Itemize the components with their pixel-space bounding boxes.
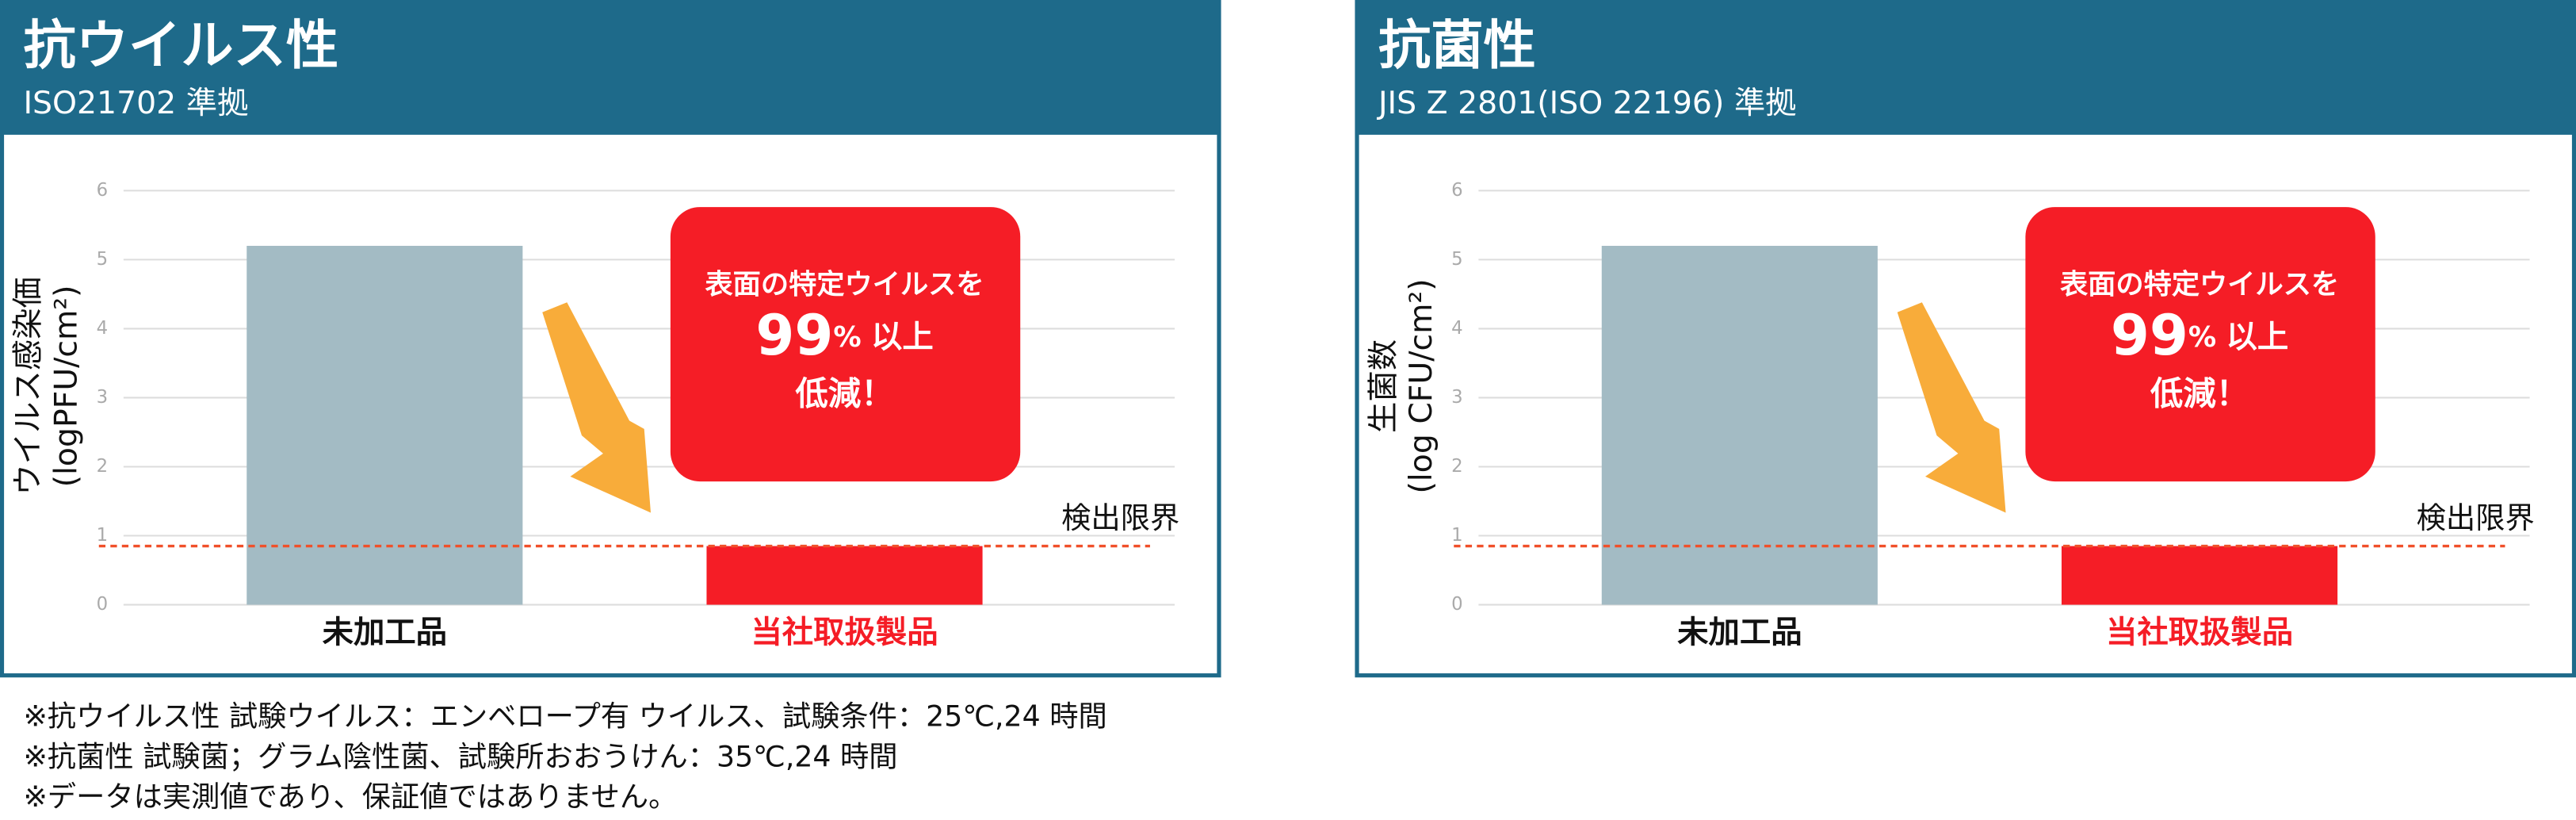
y-tick-label: 1	[1451, 525, 1462, 546]
y-tick-label: 4	[97, 318, 109, 339]
bar	[247, 245, 523, 605]
panel-header	[1355, 0, 2576, 135]
y-tick-label: 6	[97, 180, 109, 201]
y-axis-label-line: ウイルス感染価	[10, 277, 46, 496]
callout-percent: 99	[755, 302, 833, 367]
callout-percent: 99	[2111, 302, 2188, 367]
y-axis-label-line: (logPFU/cm²)	[48, 285, 84, 487]
y-tick-label: 3	[1451, 387, 1462, 408]
callout-middle: 99% 以上	[2111, 302, 2288, 367]
y-tick-label: 1	[97, 525, 109, 546]
y-axis-label: ウイルス感染価(logPFU/cm²)	[10, 277, 84, 496]
panel-title: 抗菌性	[1378, 14, 1536, 76]
footnote: ※抗ウイルス性 試験ウイルス：エンベロープ有 ウイルス、試験条件：25℃,24 …	[23, 699, 1106, 734]
callout-space	[862, 321, 871, 354]
y-axis-label-line: 生菌数	[1365, 339, 1401, 433]
y-tick-label: 4	[1451, 318, 1462, 339]
detection-limit-label: 検出限界	[1061, 500, 1179, 535]
callout-top: 表面の特定ウイルスを	[705, 269, 984, 301]
x-tick-label: 未加工品	[323, 614, 447, 650]
callout-bottom: 低減！	[795, 374, 893, 412]
callout-box	[670, 207, 1021, 482]
y-tick-label: 2	[97, 456, 109, 477]
callout-middle: 99% 以上	[755, 302, 933, 367]
bar	[2061, 546, 2338, 605]
y-tick-label: 6	[1451, 180, 1462, 201]
bar	[706, 546, 983, 605]
callout-suffix: 以上	[2226, 318, 2288, 354]
panel-header	[0, 0, 1221, 135]
x-tick-label: 未加工品	[1677, 614, 1802, 650]
callout-box	[2025, 207, 2375, 482]
y-tick-label: 5	[1451, 249, 1462, 270]
y-tick-label: 5	[97, 249, 109, 270]
footnote: ※データは実測値であり、保証値ではありません。	[23, 780, 677, 814]
x-tick-label: 当社取扱製品	[2106, 614, 2293, 650]
callout-bottom: 低減！	[2150, 374, 2249, 412]
y-tick-label: 0	[97, 594, 109, 615]
y-tick-label: 0	[1451, 594, 1462, 615]
footnote: ※抗菌性 試験菌；グラム陰性菌、試験所おおうけん：35℃,24 時間	[23, 739, 897, 773]
callout-suffix: 以上	[871, 318, 934, 354]
bar	[1601, 245, 1878, 605]
callout-top: 表面の特定ウイルスを	[2060, 269, 2339, 301]
callout-unit: %	[833, 321, 861, 354]
y-axis-label-line: (log CFU/cm²)	[1402, 278, 1439, 493]
y-axis-label: 生菌数(log CFU/cm²)	[1365, 278, 1439, 493]
y-tick-label: 2	[1451, 456, 1462, 477]
panel-subtitle: JIS Z 2801(ISO 22196) 準拠	[1376, 85, 1797, 121]
callout-unit: %	[2188, 321, 2216, 354]
arrow	[1897, 302, 2006, 513]
detection-limit-label: 検出限界	[2417, 500, 2535, 535]
y-tick-label: 3	[97, 387, 109, 408]
panel-title: 抗ウイルス性	[23, 14, 338, 76]
panel-subtitle: ISO21702 準拠	[23, 85, 248, 121]
callout-space	[2216, 321, 2226, 354]
arrow	[542, 302, 652, 513]
x-tick-label: 当社取扱製品	[751, 614, 938, 650]
